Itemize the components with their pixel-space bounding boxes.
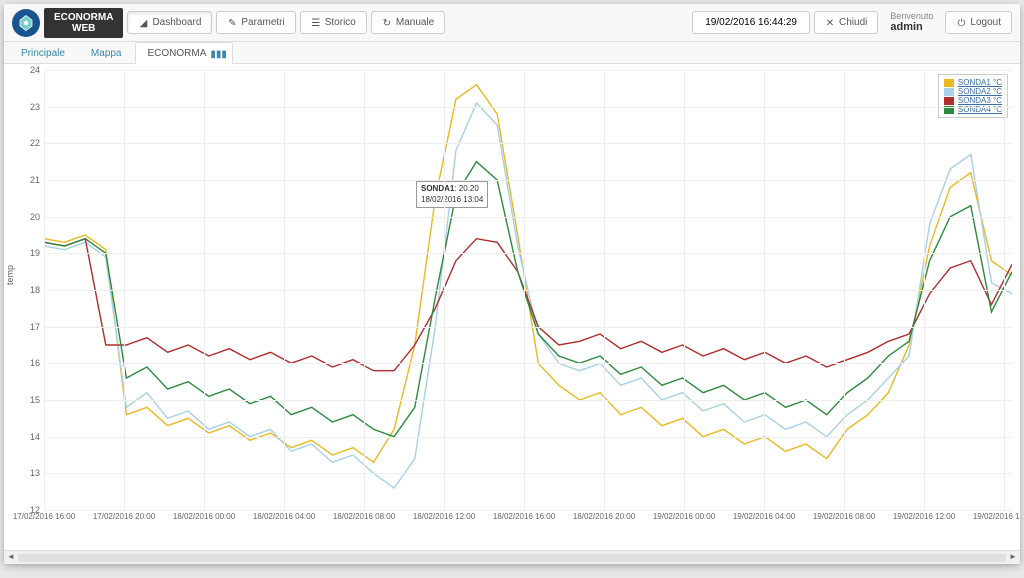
chart-area[interactable]: temp 12131415161718192021222324 SONDA1 °… [12, 70, 1012, 530]
list-icon: ☰ [311, 18, 321, 28]
y-axis-title: temp [5, 265, 15, 285]
parametri-button[interactable]: ✎ Parametri [216, 11, 295, 34]
logo-icon [12, 9, 40, 37]
edit-icon: ✎ [227, 18, 237, 28]
dashboard-icon: ◢ [138, 18, 148, 28]
refresh-icon: ↻ [382, 18, 392, 28]
chiudi-button[interactable]: ✕ Chiudi [814, 11, 878, 34]
dashboard-button[interactable]: ◢ Dashboard [127, 11, 212, 34]
plot-area[interactable]: SONDA1 °CSONDA2 °CSONDA3 °CSONDA4 °C SON… [44, 70, 1012, 510]
legend-item[interactable]: SONDA3 °C [944, 96, 1002, 105]
manuale-button[interactable]: ↻ Manuale [371, 11, 445, 34]
scroll-left-button[interactable]: ◄ [4, 552, 18, 564]
tab-econorma[interactable]: ECONORMA ▮▮▮ [135, 42, 234, 64]
storico-button[interactable]: ☰ Storico [300, 11, 367, 34]
brand-badge: ECONORMA WEB [44, 8, 123, 38]
x-axis: 17/02/2016 16:0017/02/2016 20:0018/02/20… [44, 510, 1012, 530]
close-icon: ✕ [825, 18, 835, 28]
navbar: ECONORMA WEB ◢ Dashboard ✎ Parametri ☰ S… [4, 4, 1020, 42]
user-info: Benvenuto admin [882, 11, 941, 35]
tab-mappa[interactable]: Mappa [78, 42, 135, 64]
tab-principale[interactable]: Principale [8, 42, 78, 64]
legend-item[interactable]: SONDA1 °C [944, 78, 1002, 87]
datetime-display: 19/02/2016 16:44:29 [692, 11, 810, 34]
chart-icon: ▮▮▮ [210, 49, 220, 59]
tabs: Principale Mappa ECONORMA ▮▮▮ [4, 42, 1020, 64]
legend[interactable]: SONDA1 °CSONDA2 °CSONDA3 °CSONDA4 °C [938, 74, 1008, 118]
logout-button[interactable]: ⏻ Logout [945, 11, 1012, 34]
legend-item[interactable]: SONDA2 °C [944, 87, 1002, 96]
chart-container: temp 12131415161718192021222324 SONDA1 °… [4, 64, 1020, 550]
power-icon: ⏻ [956, 18, 966, 28]
scroll-right-button[interactable]: ► [1006, 552, 1020, 564]
scroll-track[interactable] [18, 554, 1006, 562]
horizontal-scrollbar[interactable]: ◄ ► [4, 550, 1020, 564]
y-axis: temp 12131415161718192021222324 [12, 70, 44, 510]
